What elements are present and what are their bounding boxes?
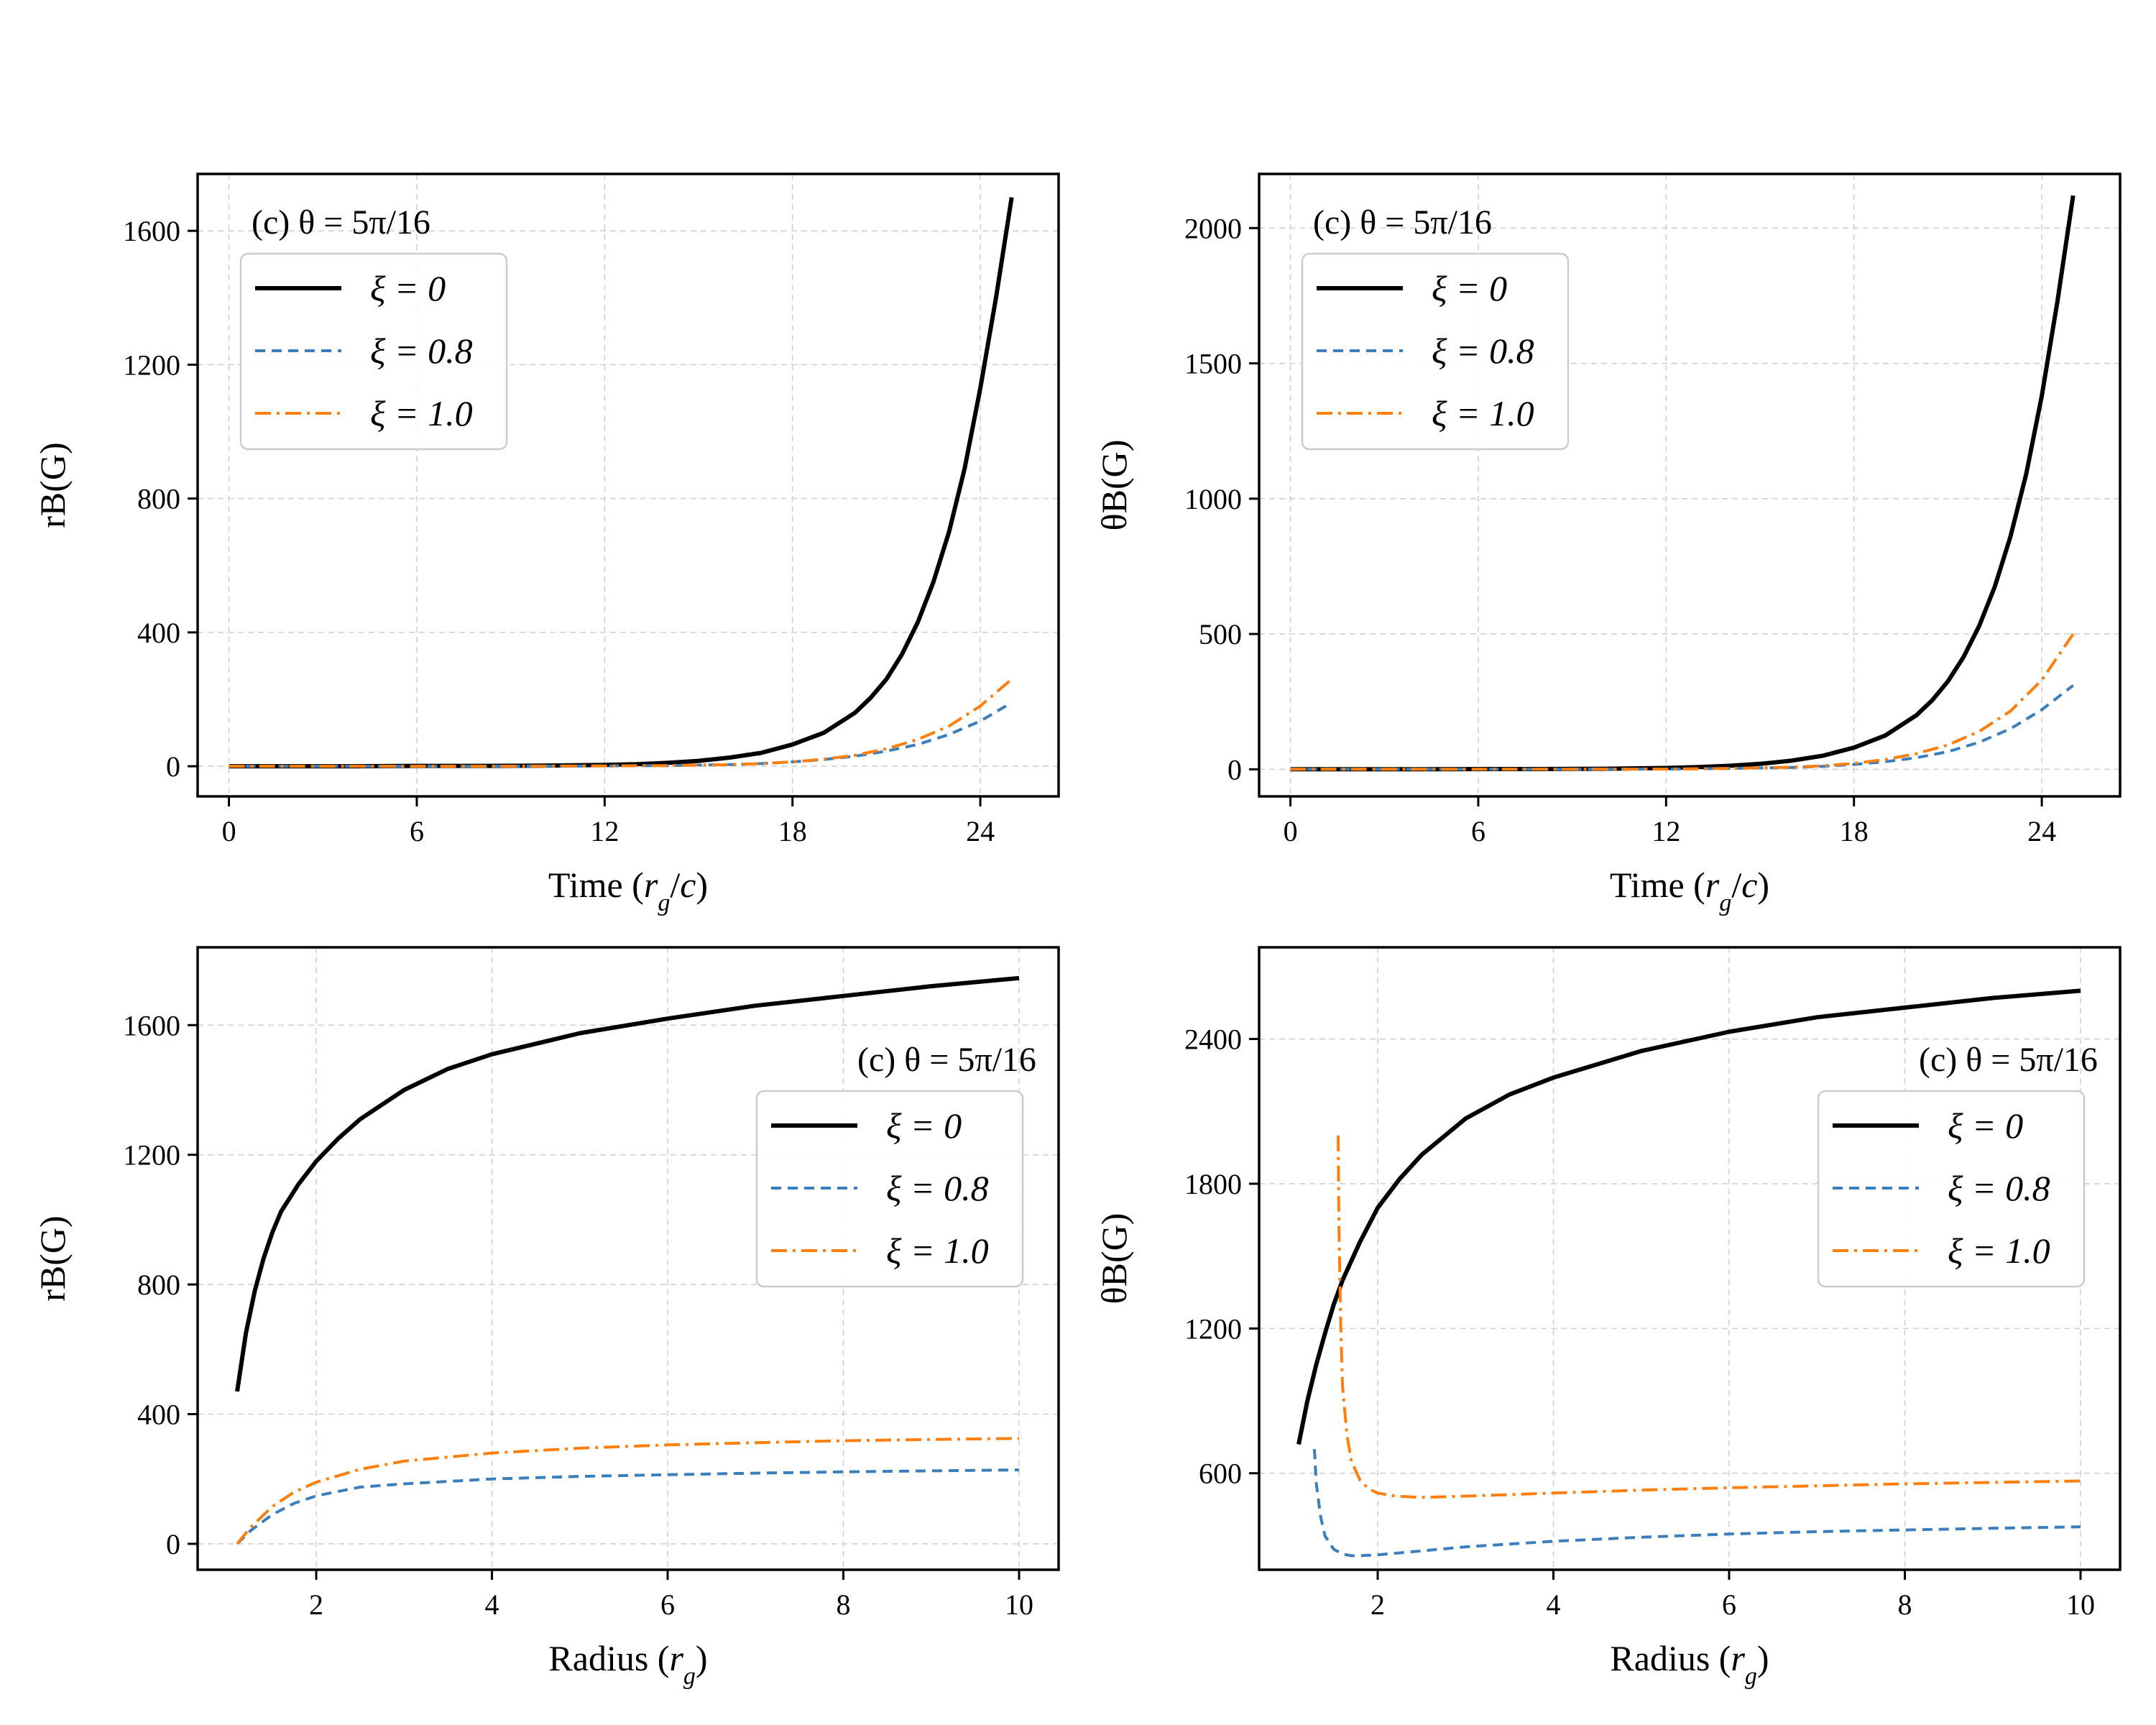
x-tick-label: 6 [1471, 815, 1485, 847]
y-axis-label: θB(G) [1094, 440, 1134, 531]
x-axis-label: Time (rg/c) [1610, 865, 1769, 916]
x-tick-label: 10 [2066, 1588, 2095, 1621]
plot-frame [196, 946, 1060, 1571]
series-line-xi08 [236, 1468, 1020, 1545]
x-tick-label: 2 [309, 1588, 323, 1621]
y-tick-label: 800 [137, 1269, 180, 1301]
legend-box [239, 252, 508, 451]
legend-label-xi08: ξ = 0.8 [370, 331, 473, 371]
y-tick-label: 600 [1199, 1458, 1242, 1490]
legend-label-xi0: ξ = 0 [1432, 268, 1507, 308]
y-tick-label: 0 [1227, 753, 1242, 786]
x-tick-label: 0 [1284, 815, 1298, 847]
x-tick-label: 8 [837, 1588, 851, 1621]
legend-box [755, 1090, 1024, 1288]
chart-panel-b: 0 6 12 18 24 0 500 1000 1500 2000 Time (rg/c) θB(G)… [1094, 172, 2122, 916]
x-tick-label: 12 [1651, 815, 1680, 847]
chart-panel-c: 2 4 6 8 10 0 400 800 1200 1600 Radius (rg) rB(G) (c)… [32, 946, 1060, 1690]
series-line-xi10 [1337, 1135, 2081, 1499]
x-tick-label: 6 [660, 1588, 675, 1621]
legend-label-xi10: ξ = 1.0 [886, 1230, 989, 1271]
series-line-xi10 [1290, 632, 2075, 771]
x-tick-label: 10 [1005, 1588, 1033, 1621]
y-tick-label: 2000 [1184, 212, 1242, 244]
x-axis-label: Radius (rg) [548, 1638, 707, 1690]
series-line-xi08 [1313, 1449, 2081, 1558]
y-tick-label: 800 [137, 483, 180, 515]
legend-label-xi08: ξ = 0.8 [1948, 1168, 2050, 1208]
x-tick-label: 2 [1370, 1588, 1385, 1621]
x-tick-label: 12 [590, 815, 619, 847]
y-tick-label: 0 [166, 1528, 180, 1560]
legend-label-xi0: ξ = 0 [1948, 1105, 2023, 1146]
chart-panel-d: 2 4 6 8 10 600 1200 1800 2400 Radius (rg) θB(G) (c)… [1094, 946, 2122, 1690]
legend: ξ = 0 ξ = 0.8 ξ = 1.0 [755, 1090, 1024, 1288]
x-axis-label: Radius (rg) [1610, 1638, 1769, 1690]
legend-label-xi10: ξ = 1.0 [1948, 1230, 2050, 1271]
x-tick-label: 4 [1547, 1588, 1561, 1621]
panel-annotation: (c) θ = 5π/16 [1919, 1041, 2098, 1079]
y-tick-label: 1000 [1184, 483, 1242, 515]
y-tick-label: 1200 [123, 1139, 180, 1172]
x-tick-label: 6 [410, 815, 424, 847]
x-tick-label: 18 [778, 815, 807, 847]
plot-frame [1258, 946, 2122, 1571]
legend-box [1817, 1090, 2086, 1288]
y-tick-label: 1800 [1184, 1168, 1242, 1200]
series-group [235, 975, 1020, 1545]
y-tick-label: 2400 [1184, 1024, 1242, 1056]
series-line-xi08 [1290, 684, 2074, 771]
legend-label-xi10: ξ = 1.0 [1432, 393, 1534, 433]
x-tick-label: 24 [966, 815, 995, 847]
y-tick-label: 400 [137, 617, 180, 649]
panel-annotation: (c) θ = 5π/16 [857, 1041, 1036, 1079]
y-tick-label: 1200 [123, 349, 180, 381]
legend-label-xi10: ξ = 1.0 [370, 393, 473, 433]
x-tick-label: 18 [1840, 815, 1869, 847]
x-tick-label: 4 [485, 1588, 499, 1621]
y-tick-label: 1200 [1184, 1312, 1242, 1345]
legend: ξ = 0 ξ = 0.8 ξ = 1.0 [1301, 252, 1570, 451]
y-axis-label: rB(G) [32, 442, 73, 528]
x-tick-label: 24 [2027, 815, 2056, 847]
legend-label-xi0: ξ = 0 [370, 268, 446, 308]
series-line-xi0 [235, 975, 1020, 1392]
y-axis-label: rB(G) [32, 1215, 73, 1301]
series-line-xi0 [1296, 988, 2081, 1445]
y-tick-label: 1600 [123, 215, 180, 247]
y-tick-label: 1600 [123, 1009, 180, 1041]
chart-panel-a: 0 6 12 18 24 0 400 800 1200 1600 Time (rg/c) rB(G) (… [32, 172, 1060, 916]
y-tick-label: 500 [1199, 618, 1242, 650]
plot-frame [196, 172, 1060, 798]
legend-label-xi0: ξ = 0 [886, 1105, 962, 1146]
series-line-xi10 [236, 1437, 1020, 1545]
plot-frame [1258, 172, 2122, 798]
y-axis-label: θB(G) [1094, 1213, 1134, 1305]
series-group [1296, 988, 2081, 1558]
legend-label-xi08: ξ = 0.8 [1432, 331, 1534, 371]
y-tick-label: 0 [166, 750, 180, 783]
panel-annotation: (c) θ = 5π/16 [1313, 203, 1492, 242]
series-line-xi08 [229, 701, 1013, 768]
y-tick-label: 400 [137, 1399, 180, 1431]
legend: ξ = 0 ξ = 0.8 ξ = 1.0 [1817, 1090, 2086, 1288]
x-tick-label: 6 [1722, 1588, 1736, 1621]
series-group [229, 197, 1014, 769]
legend-box [1301, 252, 1570, 451]
y-tick-label: 1500 [1184, 348, 1242, 380]
x-tick-label: 8 [1898, 1588, 1912, 1621]
x-tick-label: 0 [222, 815, 236, 847]
legend-label-xi08: ξ = 0.8 [886, 1168, 989, 1208]
panel-annotation: (c) θ = 5π/16 [252, 203, 430, 242]
legend: ξ = 0 ξ = 0.8 ξ = 1.0 [239, 252, 508, 451]
series-group [1290, 195, 2076, 772]
x-axis-label: Time (rg/c) [548, 865, 708, 916]
